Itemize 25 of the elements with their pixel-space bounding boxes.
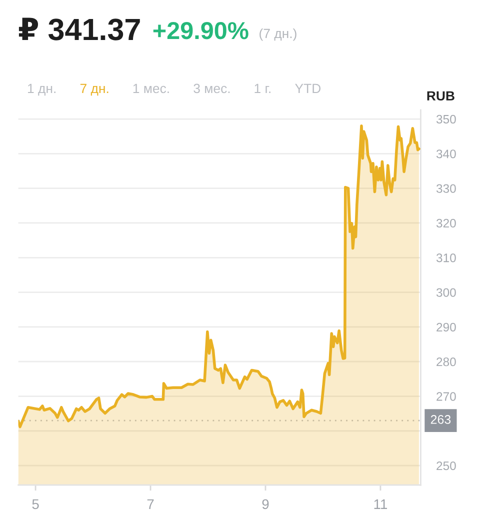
- y-tick-label: 330: [436, 184, 456, 193]
- x-tick-label: 5: [32, 499, 39, 510]
- y-tick-label: 310: [436, 254, 456, 262]
- x-tick-label: 11: [374, 499, 387, 509]
- text: 7 дн.: [80, 84, 108, 96]
- y-tick-label: 270: [436, 392, 456, 401]
- text: YTD: [295, 84, 321, 93]
- y-tick-label: 320: [436, 218, 456, 228]
- y-axis-title: RUB: [427, 91, 454, 101]
- y-tick-label: 290: [436, 322, 456, 332]
- y-tick-label: 350: [436, 114, 456, 124]
- chart-title: ₽ 341.37: [18, 18, 140, 40]
- chart-subtitle: +29.90%: [153, 22, 248, 40]
- text: 1 мес.: [133, 84, 169, 94]
- ref-line-label: 263: [430, 415, 451, 424]
- y-tick-label: 300: [436, 288, 456, 297]
- text: 1 дн.: [28, 84, 56, 96]
- text: 1 г.: [254, 84, 270, 93]
- x-tick-label: 7: [147, 499, 154, 509]
- x-tick-label: 9: [262, 499, 269, 510]
- y-tick-label: 340: [436, 150, 456, 158]
- y-tick-label: 250: [436, 461, 456, 470]
- text: 3 мес.: [194, 84, 230, 94]
- text: (7 дн.): [260, 28, 296, 41]
- y-tick-label: 280: [436, 358, 456, 366]
